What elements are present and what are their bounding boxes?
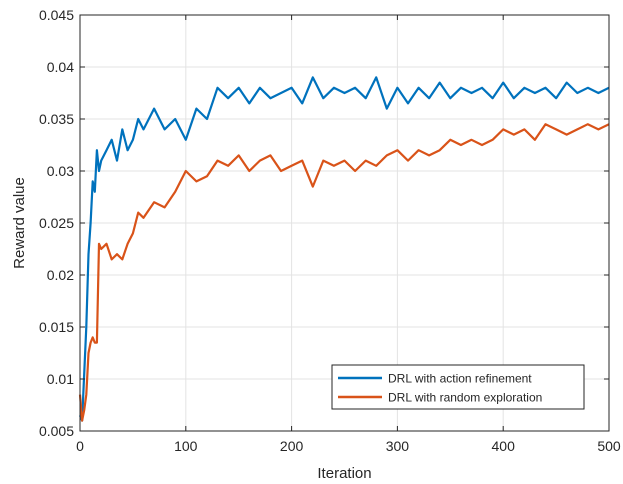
x-tick-label: 0 xyxy=(76,438,84,454)
y-tick-label: 0.01 xyxy=(47,371,74,387)
series-line-2 xyxy=(78,123,610,422)
legend-label-2: DRL with random exploration xyxy=(388,391,542,405)
axis-ticks: 0 100 200 300 400 500 0.005 0.01 0.015 0.02 0.025 0… xyxy=(39,7,621,454)
grid-lines xyxy=(79,14,610,432)
x-tick-label: 400 xyxy=(492,438,516,454)
y-tick-label: 0.02 xyxy=(47,267,74,283)
x-axis-label: Iteration xyxy=(317,465,371,482)
y-tick-label: 0.005 xyxy=(39,423,74,439)
y-tick-label: 0.045 xyxy=(39,7,74,23)
y-tick-label: 0.04 xyxy=(47,59,74,75)
x-tick-label: 300 xyxy=(386,438,410,454)
x-tick-label: 100 xyxy=(174,438,198,454)
y-tick-label: 0.035 xyxy=(39,111,74,127)
y-tick-label: 0.025 xyxy=(39,215,74,231)
x-tick-label: 200 xyxy=(280,438,304,454)
y-tick-label: 0.03 xyxy=(47,163,74,179)
series-layer xyxy=(78,76,610,422)
legend-box xyxy=(331,364,585,410)
y-tick-label: 0.015 xyxy=(39,319,74,335)
legend: DRL with action refinement DRL with rando… xyxy=(331,364,585,410)
series-line-1 xyxy=(78,76,610,422)
x-tick-label: 500 xyxy=(597,438,621,454)
y-axis-label: Reward value xyxy=(11,177,28,269)
legend-label-1: DRL with action refinement xyxy=(388,372,532,386)
